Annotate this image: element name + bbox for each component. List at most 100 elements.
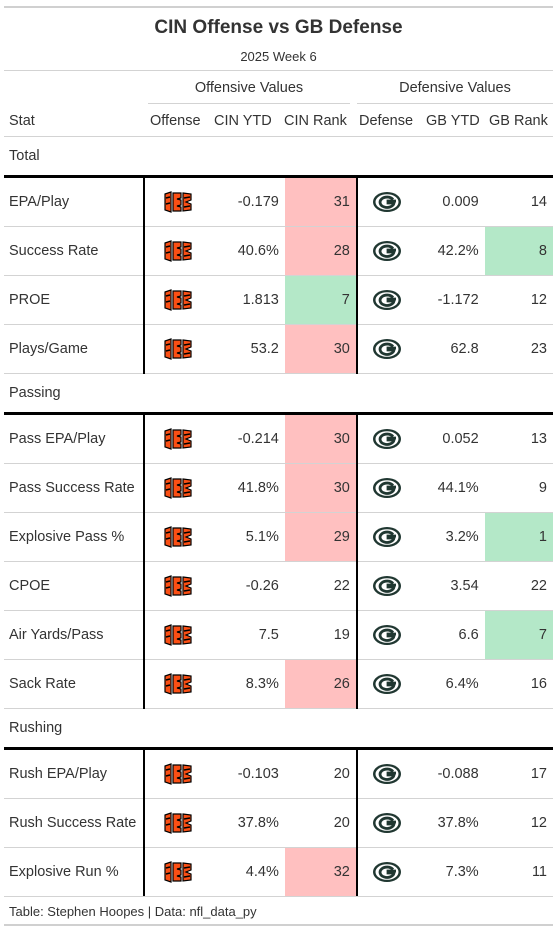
stat-row: EPA/Play -0.179 31 0.009 14: [4, 175, 553, 227]
stat-name: Air Yards/Pass: [4, 610, 145, 660]
packers-logo-icon: [355, 512, 417, 562]
col-header-offense: Offense: [150, 113, 201, 129]
packers-logo-icon: [355, 659, 417, 709]
stat-name: Explosive Run %: [4, 847, 145, 897]
gb-ytd-value: 37.8%: [416, 798, 485, 848]
gb-rank-value: 7: [484, 610, 553, 660]
gb-rank-value: 17: [484, 747, 553, 799]
cin-rank-value: 20: [284, 747, 357, 799]
cin-rank-value: 7: [284, 275, 357, 325]
stat-name: Explosive Pass %: [4, 512, 145, 562]
stat-row: Rush Success Rate 37.8% 20 37.8% 12: [4, 798, 553, 848]
bengals-logo-icon: [143, 610, 210, 660]
spanner-defensive-values: Defensive Values: [399, 80, 511, 96]
gb-ytd-value: -0.088: [416, 747, 485, 799]
group-label: Total: [4, 137, 553, 177]
stat-row: PROE 1.813 7 -1.172 12: [4, 275, 553, 325]
footer-rule: [4, 896, 553, 897]
packers-logo-icon: [355, 275, 417, 325]
gb-ytd-value: 62.8: [416, 324, 485, 374]
bengals-logo-icon: [143, 226, 210, 276]
col-header-stat: Stat: [9, 113, 35, 129]
stat-name: CPOE: [4, 561, 145, 611]
gb-rank-value: 1: [484, 512, 553, 562]
gb-rank-value: 13: [484, 412, 553, 464]
packers-logo-icon: [355, 747, 417, 799]
packers-logo-icon: [355, 175, 417, 227]
packers-logo-icon: [355, 847, 417, 897]
spanner-offensive-rule: [148, 103, 350, 104]
cin-rank-value: 20: [284, 798, 357, 848]
cin-rank-value: 32: [284, 847, 357, 897]
cin-ytd-value: 1.813: [209, 275, 285, 325]
stat-name: Success Rate: [4, 226, 145, 276]
bengals-logo-icon: [143, 659, 210, 709]
gb-rank-value: 9: [484, 463, 553, 513]
gb-rank-value: 22: [484, 561, 553, 611]
cin-ytd-value: 53.2: [209, 324, 285, 374]
spanner-offensive-values: Offensive Values: [194, 80, 304, 96]
cin-ytd-value: -0.26: [209, 561, 285, 611]
group-row: Total: [4, 137, 553, 177]
group-row: Passing: [4, 373, 553, 414]
stat-row: Air Yards/Pass 7.5 19 6.6 7: [4, 610, 553, 660]
col-header-gb-ytd: GB YTD: [426, 113, 480, 129]
packers-logo-icon: [355, 798, 417, 848]
stat-row: Sack Rate 8.3% 26 6.4% 16: [4, 659, 553, 709]
gb-rank-value: 8: [484, 226, 553, 276]
header-rule: [4, 70, 553, 71]
bengals-logo-icon: [143, 175, 210, 227]
cin-rank-value: 28: [284, 226, 357, 276]
stat-row: Pass Success Rate 41.8% 30 44.1% 9: [4, 463, 553, 513]
bottom-rule: [4, 924, 553, 926]
bengals-logo-icon: [143, 512, 210, 562]
col-header-gb-rank: GB Rank: [489, 113, 548, 129]
stat-row: CPOE -0.26 22 3.54 22: [4, 561, 553, 611]
cin-rank-value: 22: [284, 561, 357, 611]
stat-name: Pass Success Rate: [4, 463, 145, 513]
spanner-defensive-rule: [357, 103, 553, 104]
cin-ytd-value: 8.3%: [209, 659, 285, 709]
bengals-logo-icon: [143, 463, 210, 513]
table-source-note: Table: Stephen Hoopes | Data: nfl_data_p…: [9, 904, 257, 919]
cin-rank-value: 19: [284, 610, 357, 660]
gb-ytd-value: 6.4%: [416, 659, 485, 709]
group-row: Rushing: [4, 708, 553, 749]
stat-name: Plays/Game: [4, 324, 145, 374]
packers-logo-icon: [355, 324, 417, 374]
stat-row: Explosive Pass % 5.1% 29 3.2% 1: [4, 512, 553, 562]
gb-rank-value: 14: [484, 175, 553, 227]
cin-rank-value: 30: [284, 463, 357, 513]
gb-ytd-value: 6.6: [416, 610, 485, 660]
col-header-cin-ytd: CIN YTD: [214, 113, 272, 129]
cin-ytd-value: 37.8%: [209, 798, 285, 848]
stat-name: Rush Success Rate: [4, 798, 145, 848]
cin-ytd-value: 4.4%: [209, 847, 285, 897]
cin-rank-value: 30: [284, 412, 357, 464]
gb-ytd-value: 3.2%: [416, 512, 485, 562]
gb-ytd-value: 44.1%: [416, 463, 485, 513]
cin-rank-value: 31: [284, 175, 357, 227]
gb-rank-value: 12: [484, 275, 553, 325]
gb-rank-value: 16: [484, 659, 553, 709]
gb-rank-value: 12: [484, 798, 553, 848]
stat-row: Rush EPA/Play -0.103 20 -0.088 17: [4, 747, 553, 799]
cin-ytd-value: 5.1%: [209, 512, 285, 562]
cin-ytd-value: -0.103: [209, 747, 285, 799]
stats-grid: Total EPA/Play -0.179 31 0.009 14 Success Rate…: [4, 137, 553, 897]
stat-row: Success Rate 40.6% 28 42.2% 8: [4, 226, 553, 276]
gb-ytd-value: 0.009: [416, 175, 485, 227]
gb-ytd-value: 0.052: [416, 412, 485, 464]
stat-name: Pass EPA/Play: [4, 412, 145, 464]
bengals-logo-icon: [143, 412, 210, 464]
cin-ytd-value: 40.6%: [209, 226, 285, 276]
gb-ytd-value: 3.54: [416, 561, 485, 611]
gb-ytd-value: 7.3%: [416, 847, 485, 897]
cin-rank-value: 26: [284, 659, 357, 709]
bengals-logo-icon: [143, 847, 210, 897]
stat-row: Pass EPA/Play -0.214 30 0.052 13: [4, 412, 553, 464]
gb-rank-value: 23: [484, 324, 553, 374]
cin-ytd-value: 41.8%: [209, 463, 285, 513]
bengals-logo-icon: [143, 324, 210, 374]
